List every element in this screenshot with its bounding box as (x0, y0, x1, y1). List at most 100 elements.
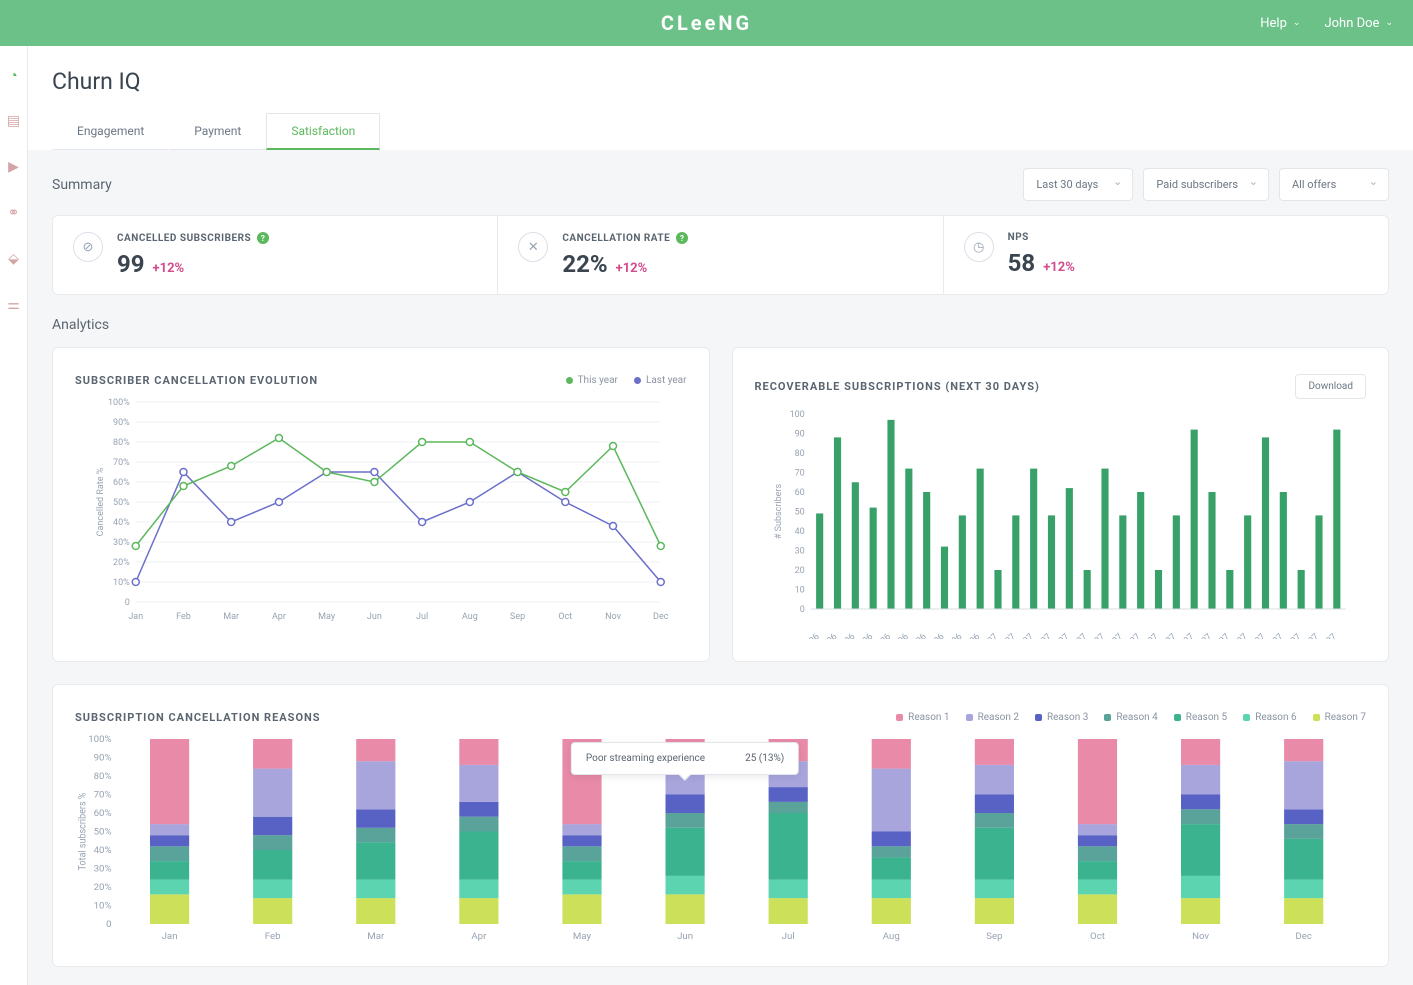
svg-text:Jun: Jun (677, 931, 693, 942)
nav-list-icon[interactable]: ▤ (5, 112, 23, 130)
help-menu[interactable]: Help ⌄ (1260, 16, 1300, 31)
tab-satisfaction[interactable]: Satisfaction (266, 113, 380, 150)
user-label: John Doe (1324, 16, 1379, 31)
card-label: CANCELLATION RATE ? (562, 232, 688, 244)
svg-text:50%: 50% (94, 827, 112, 838)
svg-text:Nov: Nov (605, 612, 621, 622)
summary-cards: ⊘ CANCELLED SUBSCRIBERS ? 99 +12% ✕ CANC… (52, 215, 1389, 295)
svg-text:Apr: Apr (272, 612, 286, 622)
svg-text:21/06: 21/06 (797, 632, 821, 639)
svg-text:60%: 60% (113, 478, 130, 488)
card-value: 99 (117, 250, 145, 278)
legend-item: Reason 4 (1104, 712, 1157, 723)
nav-users-icon[interactable]: ⚭ (5, 204, 23, 222)
legend-item: Reason 5 (1174, 712, 1227, 723)
svg-text:80%: 80% (113, 438, 130, 448)
summary-title: Summary (52, 177, 112, 193)
evolution-chart: 010%20%30%40%50%60%70%80%90%100%Cancelle… (75, 397, 687, 627)
recoverable-chart: 0102030405060708090100# Subscribers21/06… (755, 409, 1367, 639)
svg-text:Dec: Dec (653, 612, 669, 622)
card-label: NPS (1008, 232, 1075, 243)
svg-text:Mar: Mar (223, 612, 239, 622)
svg-text:Aug: Aug (883, 931, 900, 942)
svg-text:Cancelled Rate %: Cancelled Rate % (96, 467, 106, 536)
evolution-chart-legend: This year Last year (566, 375, 687, 386)
chevron-down-icon: ⌄ (1293, 18, 1301, 28)
brand-logo: CLeeNG (661, 11, 752, 35)
svg-text:10%: 10% (113, 578, 130, 588)
legend-item: Last year (634, 375, 687, 386)
sidebar: ◔ ▤ ▶ ⚭ ⬙ ⚌ (0, 46, 28, 985)
filter-select[interactable]: Paid subscribers (1143, 168, 1269, 201)
nav-settings-icon[interactable]: ⚌ (5, 296, 23, 314)
user-menu[interactable]: John Doe ⌄ (1324, 16, 1393, 31)
nav-box-icon[interactable]: ⬙ (5, 250, 23, 268)
svg-text:40%: 40% (94, 845, 112, 856)
card-label: CANCELLED SUBSCRIBERS ? (117, 232, 269, 244)
filter-select[interactable]: Last 30 days (1023, 168, 1133, 201)
svg-text:0: 0 (799, 605, 804, 615)
page-title: Churn IQ (52, 68, 1389, 95)
svg-text:40: 40 (794, 527, 804, 537)
svg-text:40%: 40% (113, 518, 130, 528)
svg-text:60: 60 (794, 488, 804, 498)
filter-select[interactable]: All offers (1279, 168, 1389, 201)
card-value: 58 (1008, 249, 1036, 277)
gauge-icon: ◷ (964, 232, 994, 262)
svg-text:80%: 80% (94, 771, 112, 782)
svg-text:Apr: Apr (471, 931, 487, 942)
card-delta: +12% (1043, 260, 1075, 275)
svg-text:Feb: Feb (265, 931, 281, 942)
legend-item: Reason 7 (1313, 712, 1366, 723)
topbar: CLeeNG Help ⌄ John Doe ⌄ (0, 0, 1413, 46)
x-icon: ✕ (518, 232, 548, 262)
svg-text:80: 80 (794, 449, 804, 459)
svg-text:Jul: Jul (782, 931, 795, 942)
svg-text:50: 50 (794, 508, 804, 518)
help-label: Help (1260, 16, 1287, 31)
help-icon[interactable]: ? (257, 232, 269, 244)
analytics-title: Analytics (52, 317, 1389, 333)
tab-engagement[interactable]: Engagement (52, 113, 169, 150)
download-button[interactable]: Download (1295, 374, 1366, 399)
help-icon[interactable]: ? (676, 232, 688, 244)
svg-text:20: 20 (794, 566, 804, 576)
svg-text:90%: 90% (113, 418, 130, 428)
svg-text:30: 30 (794, 547, 804, 557)
tabs: EngagementPaymentSatisfaction (52, 113, 1389, 150)
svg-text:May: May (573, 931, 592, 942)
svg-text:30%: 30% (113, 538, 130, 548)
svg-text:10%: 10% (94, 901, 112, 912)
svg-text:Dec: Dec (1295, 931, 1312, 942)
svg-text:Sep: Sep (986, 931, 1002, 942)
tab-payment[interactable]: Payment (169, 113, 266, 150)
summary-card: ✕ CANCELLATION RATE ? 22% +12% (498, 216, 943, 294)
svg-text:Nov: Nov (1192, 931, 1210, 942)
evolution-chart-card: SUBSCRIBER CANCELLATION EVOLUTION This y… (52, 347, 710, 662)
evolution-chart-title: SUBSCRIBER CANCELLATION EVOLUTION (75, 374, 318, 387)
reasons-chart-legend: Reason 1Reason 2Reason 3Reason 4Reason 5… (896, 712, 1366, 723)
svg-text:20%: 20% (113, 558, 130, 568)
card-value: 22% (562, 250, 607, 278)
svg-text:70%: 70% (113, 458, 130, 468)
svg-text:Jan: Jan (162, 931, 178, 942)
svg-text:Jul: Jul (416, 612, 428, 622)
summary-card: ◷ NPS 58 +12% (944, 216, 1388, 294)
svg-text:100: 100 (789, 410, 804, 420)
svg-text:Jan: Jan (128, 612, 143, 622)
nav-dashboard-icon[interactable]: ◔ (5, 66, 23, 84)
legend-item: Reason 3 (1035, 712, 1088, 723)
svg-text:10: 10 (794, 586, 804, 596)
svg-text:90%: 90% (94, 753, 112, 764)
reasons-chart: 010%20%30%40%50%60%70%80%90%100%Total su… (75, 734, 1366, 944)
recoverable-chart-title: RECOVERABLE SUBSCRIPTIONS (NEXT 30 DAYS) (755, 380, 1040, 393)
svg-text:Jun: Jun (367, 612, 382, 622)
svg-text:Feb: Feb (176, 612, 191, 622)
svg-text:70%: 70% (94, 790, 112, 801)
svg-text:70: 70 (794, 469, 804, 479)
nav-video-icon[interactable]: ▶ (5, 158, 23, 176)
summary-card: ⊘ CANCELLED SUBSCRIBERS ? 99 +12% (53, 216, 498, 294)
svg-text:30%: 30% (94, 864, 112, 875)
card-delta: +12% (153, 261, 185, 276)
legend-item: This year (566, 375, 618, 386)
